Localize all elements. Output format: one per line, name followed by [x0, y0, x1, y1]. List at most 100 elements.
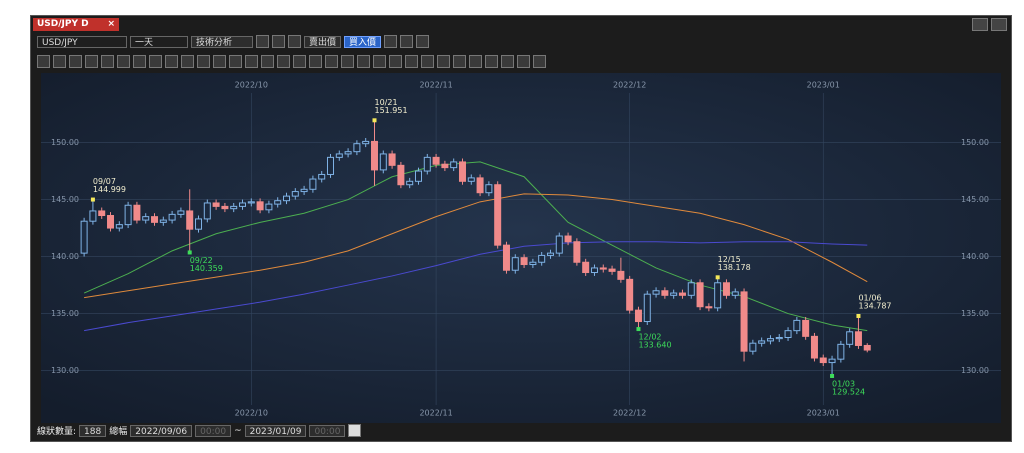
tool-icon[interactable]: [309, 55, 322, 68]
icon[interactable]: [400, 35, 414, 48]
tab-title: USD/JPY D: [37, 19, 89, 29]
candle-body: [133, 204, 141, 221]
tool-icon[interactable]: [293, 55, 306, 68]
y-tick-label-right: 145.00: [961, 195, 989, 204]
candle-body: [476, 177, 484, 194]
icon[interactable]: [272, 35, 285, 48]
annotation-value: 134.787: [858, 301, 891, 310]
annotation-dot: [830, 373, 835, 378]
candle-body: [784, 330, 792, 338]
tool-icon[interactable]: [485, 55, 498, 68]
candle-body: [722, 282, 730, 296]
tool-icon[interactable]: [517, 55, 530, 68]
tool-icon[interactable]: [501, 55, 514, 68]
candle-body: [282, 195, 290, 202]
x-tick-label: 2022/11: [419, 81, 452, 90]
icon[interactable]: [288, 35, 301, 48]
candle-body: [344, 151, 352, 155]
icon[interactable]: [384, 35, 398, 48]
tab-close[interactable]: ×: [107, 19, 115, 29]
annotation-value: 151.951: [374, 106, 407, 115]
candle-body: [555, 235, 563, 254]
tool-icon[interactable]: [277, 55, 290, 68]
candle-body: [124, 204, 132, 226]
tool-icon[interactable]: [117, 55, 130, 68]
candle-body: [265, 203, 273, 211]
tool-icon[interactable]: [261, 55, 274, 68]
tool-icon[interactable]: [133, 55, 146, 68]
candle-body: [247, 201, 255, 204]
candle-body: [687, 282, 695, 296]
candle-body: [370, 140, 378, 171]
icon[interactable]: [416, 35, 430, 48]
tool-icon[interactable]: [421, 55, 434, 68]
tool-icon[interactable]: [389, 55, 402, 68]
tool-icon[interactable]: [165, 55, 178, 68]
candle-body: [388, 153, 396, 166]
tool-icon[interactable]: [373, 55, 386, 68]
candle-body: [714, 282, 722, 309]
candle-body: [837, 343, 845, 360]
tab[interactable]: USD/JPY D ×: [33, 18, 119, 31]
tool-icon[interactable]: [197, 55, 210, 68]
candle-body: [846, 331, 854, 345]
candle-body: [80, 220, 88, 254]
tool-icon[interactable]: [405, 55, 418, 68]
candle-body: [802, 319, 810, 337]
tool-icon[interactable]: [37, 55, 50, 68]
y-tick-label-right: 130.00: [961, 366, 989, 375]
count-input[interactable]: 188: [79, 424, 107, 437]
start-date[interactable]: 2022/09/06: [130, 424, 193, 437]
candle-body: [458, 161, 466, 182]
candle-body: [731, 291, 739, 296]
candle-body: [309, 178, 317, 190]
tool-icon[interactable]: [149, 55, 162, 68]
tool-icon[interactable]: [341, 55, 354, 68]
tool-icon[interactable]: [453, 55, 466, 68]
candle-body: [590, 267, 598, 274]
reset-button[interactable]: [348, 424, 362, 437]
chart: 130.00 130.00 135.00 135.00 140.00 140.00 145.…: [41, 73, 1001, 423]
start-time[interactable]: 00:00: [195, 424, 232, 437]
candle-body: [274, 200, 282, 205]
tool-icon[interactable]: [213, 55, 226, 68]
tool-icon[interactable]: [437, 55, 450, 68]
candle-body: [810, 335, 818, 359]
candle-body: [599, 267, 607, 270]
tilde: ~: [234, 425, 242, 436]
tool-icon[interactable]: [85, 55, 98, 68]
restore-button[interactable]: [972, 18, 988, 31]
buy-button[interactable]: 買入價: [344, 35, 382, 48]
tool-icon[interactable]: [181, 55, 194, 68]
annotation-dot: [372, 118, 377, 123]
tool-icon[interactable]: [69, 55, 82, 68]
tool-icon[interactable]: [533, 55, 546, 68]
candle-body: [758, 340, 766, 344]
symbol-select[interactable]: USD/JPY: [37, 35, 127, 48]
tool-icon[interactable]: [245, 55, 258, 68]
end-time[interactable]: 00:00: [309, 424, 346, 437]
candle-body: [203, 202, 211, 220]
candle-body: [564, 235, 572, 243]
tool-icon[interactable]: [101, 55, 114, 68]
candle-body: [678, 292, 686, 296]
x-tick-label-bottom: 2022/11: [419, 409, 452, 418]
annotation-dot: [187, 250, 192, 255]
tool-icon[interactable]: [229, 55, 242, 68]
tool-icon[interactable]: [53, 55, 66, 68]
sell-button[interactable]: 賣出價: [304, 35, 342, 48]
analysis-button[interactable]: 技術分析: [191, 35, 253, 48]
annotation-dot: [856, 313, 861, 318]
tool-icon[interactable]: [469, 55, 482, 68]
candle-body: [494, 184, 502, 246]
close-button[interactable]: [991, 18, 1007, 31]
annotation-value: 144.999: [93, 185, 126, 194]
period-select[interactable]: 一天: [130, 35, 188, 48]
annotation-value: 129.524: [832, 387, 865, 396]
candle-body: [573, 241, 581, 263]
candle-body: [705, 306, 713, 309]
tool-icon[interactable]: [357, 55, 370, 68]
icon[interactable]: [256, 35, 269, 48]
end-date[interactable]: 2023/01/09: [244, 424, 307, 437]
tool-icon[interactable]: [325, 55, 338, 68]
